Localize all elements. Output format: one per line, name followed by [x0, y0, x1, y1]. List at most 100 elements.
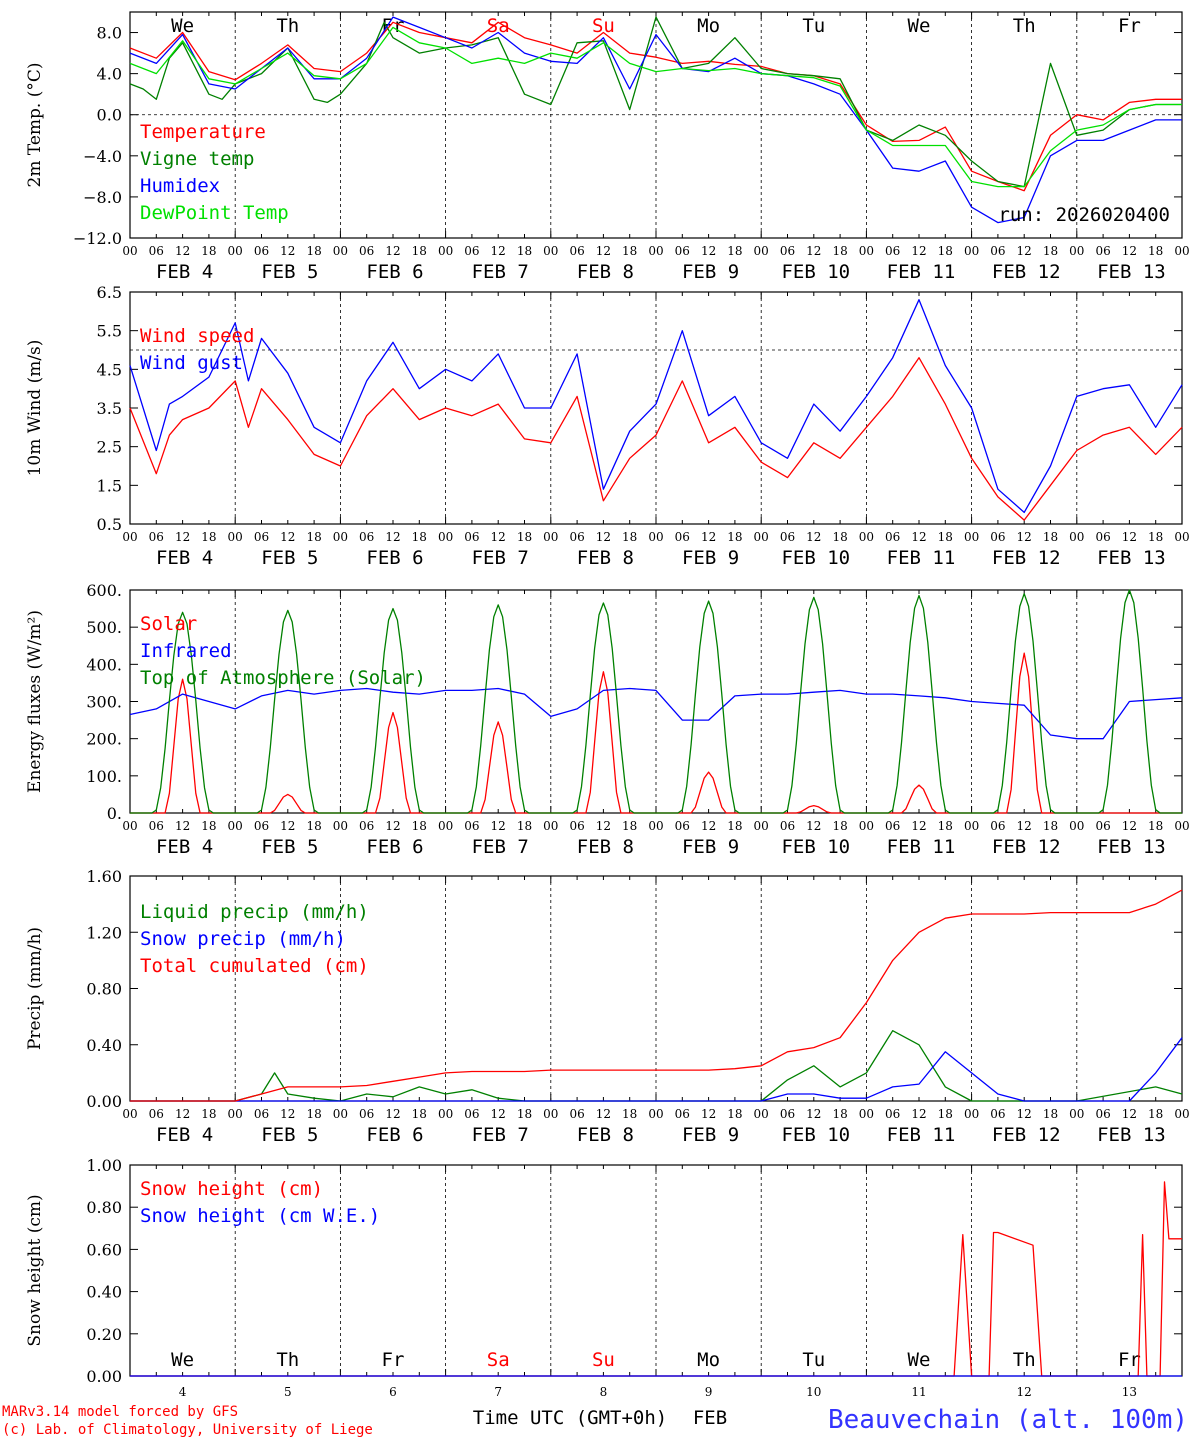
y-axis-label: Snow height (cm) — [25, 1194, 45, 1346]
weekday-label: Fr — [1118, 1349, 1141, 1371]
x-tick-label: 06 — [464, 819, 479, 833]
y-tick-label: 1.20 — [86, 923, 122, 942]
y-tick-label: 300. — [86, 693, 122, 712]
precip-panel: 00 06 12 18 00 06 12 18 00 06 12 18 00 06 12 18 00 06 12 18… — [25, 867, 1190, 1146]
series-top-of-atmosphere-solar- — [130, 589, 1182, 814]
date-label: FEB 6 — [366, 261, 423, 283]
x-tick-label: 12 — [1017, 530, 1032, 544]
x-tick-label: 18 — [938, 244, 953, 258]
x-tick-label: 12 — [701, 1107, 716, 1121]
x-tick-label: 18 — [412, 819, 427, 833]
x-tick-label: 18 — [1148, 1107, 1163, 1121]
x-tick-label: 00 — [648, 244, 663, 258]
x-tick-label: 06 — [149, 530, 164, 544]
x-tick-label: 18 — [1043, 819, 1058, 833]
date-label: FEB 5 — [261, 547, 318, 569]
series-infrared — [129, 687, 1183, 740]
x-tick-label: 06 — [990, 1107, 1005, 1121]
x-tick-label: 12 — [596, 1107, 611, 1121]
legend-entry: Snow height (cm) — [140, 1178, 323, 1200]
date-label: FEB 11 — [887, 836, 956, 858]
date-label: FEB 12 — [992, 1124, 1061, 1146]
x-tick-label: 06 — [780, 530, 795, 544]
x-tick-label: 00 — [333, 1107, 348, 1121]
credit-model: MARv3.14 model forced by GFS — [2, 1404, 238, 1420]
x-tick-label: 00 — [964, 1107, 979, 1121]
x-tick-label: 06 — [990, 819, 1005, 833]
x-tick-label: 06 — [675, 1107, 690, 1121]
date-label: FEB 7 — [472, 261, 529, 283]
series-liquid-precip-mm-h- — [130, 1030, 1183, 1102]
x-tick-label: 00 — [648, 819, 663, 833]
date-label: FEB 9 — [682, 1124, 739, 1146]
x-tick-label: 00 — [543, 530, 558, 544]
x-tick-label: 00 — [543, 1107, 558, 1121]
date-label: FEB 8 — [577, 836, 634, 858]
series-wind-gust — [129, 299, 1183, 514]
x-tick-label: 18 — [306, 1107, 321, 1121]
energy-panel: 00 06 12 18 00 06 12 18 00 06 12 18 00 06 12 18 00 06 12 18… — [25, 581, 1190, 858]
y-tick-label: −4.0 — [83, 147, 122, 166]
x-tick-label: 06 — [1095, 819, 1110, 833]
date-label: FEB 12 — [992, 547, 1061, 569]
y-tick-label: 8.0 — [97, 24, 122, 43]
x-tick-label: 18 — [727, 1107, 742, 1121]
day-number: 10 — [806, 1385, 821, 1399]
x-tick-label: 12 — [385, 244, 400, 258]
x-tick-label: 06 — [780, 244, 795, 258]
x-tick-label: 12 — [491, 530, 506, 544]
y-tick-label: 0.40 — [86, 1036, 122, 1055]
x-tick-label: 18 — [517, 530, 532, 544]
x-tick-label: 00 — [228, 244, 243, 258]
x-tick-label: 06 — [254, 819, 269, 833]
x-tick-label: 12 — [175, 530, 190, 544]
date-label: FEB 12 — [992, 836, 1061, 858]
y-tick-label: 100. — [86, 767, 122, 786]
x-tick-label: 00 — [438, 819, 453, 833]
x-tick-label: 00 — [1174, 530, 1189, 544]
weekday-label: Tu — [802, 15, 825, 37]
x-tick-label: 18 — [201, 1107, 216, 1121]
x-tick-label: 00 — [964, 530, 979, 544]
legend-entry: Snow precip (mm/h) — [140, 928, 346, 950]
date-label: FEB 5 — [261, 836, 318, 858]
x-tick-label: 18 — [938, 530, 953, 544]
x-tick-label: 06 — [675, 244, 690, 258]
x-tick-label: 00 — [228, 530, 243, 544]
x-tick-label: 18 — [938, 1107, 953, 1121]
x-tick-label: 00 — [1069, 244, 1084, 258]
legend-entry: Wind speed — [140, 325, 254, 347]
x-tick-label: 12 — [491, 244, 506, 258]
date-label: FEB 4 — [156, 547, 213, 569]
y-tick-label: 600. — [86, 581, 122, 600]
x-tick-label: 18 — [412, 1107, 427, 1121]
x-tick-label: 06 — [359, 244, 374, 258]
x-tick-label: 00 — [438, 1107, 453, 1121]
x-tick-label: 12 — [911, 1107, 926, 1121]
weekday-label: Sa — [487, 15, 510, 37]
x-tick-label: 00 — [754, 1107, 769, 1121]
x-tick-label: 00 — [333, 819, 348, 833]
legend-entry: Total cumulated (cm) — [140, 955, 369, 977]
x-tick-label: 12 — [491, 819, 506, 833]
x-tick-label: 00 — [648, 1107, 663, 1121]
x-tick-label: 18 — [622, 1107, 637, 1121]
x-tick-label: 12 — [596, 530, 611, 544]
date-label: FEB 9 — [682, 261, 739, 283]
x-tick-label: 12 — [701, 244, 716, 258]
x-tick-label: 18 — [1148, 530, 1163, 544]
date-label: FEB 7 — [472, 836, 529, 858]
x-tick-label: 12 — [1017, 819, 1032, 833]
weekday-label: Tu — [802, 1349, 825, 1371]
x-tick-label: 06 — [569, 819, 584, 833]
y-tick-label: 0.20 — [86, 1325, 122, 1344]
y-tick-label: 5.5 — [97, 322, 122, 341]
x-tick-label: 18 — [201, 530, 216, 544]
x-tick-label: 00 — [648, 530, 663, 544]
y-tick-label: −12.0 — [73, 229, 122, 248]
y-tick-label: 4.5 — [97, 360, 122, 379]
y-tick-label: 0.00 — [86, 1092, 122, 1111]
x-tick-label: 00 — [543, 244, 558, 258]
x-tick-label: 18 — [727, 819, 742, 833]
